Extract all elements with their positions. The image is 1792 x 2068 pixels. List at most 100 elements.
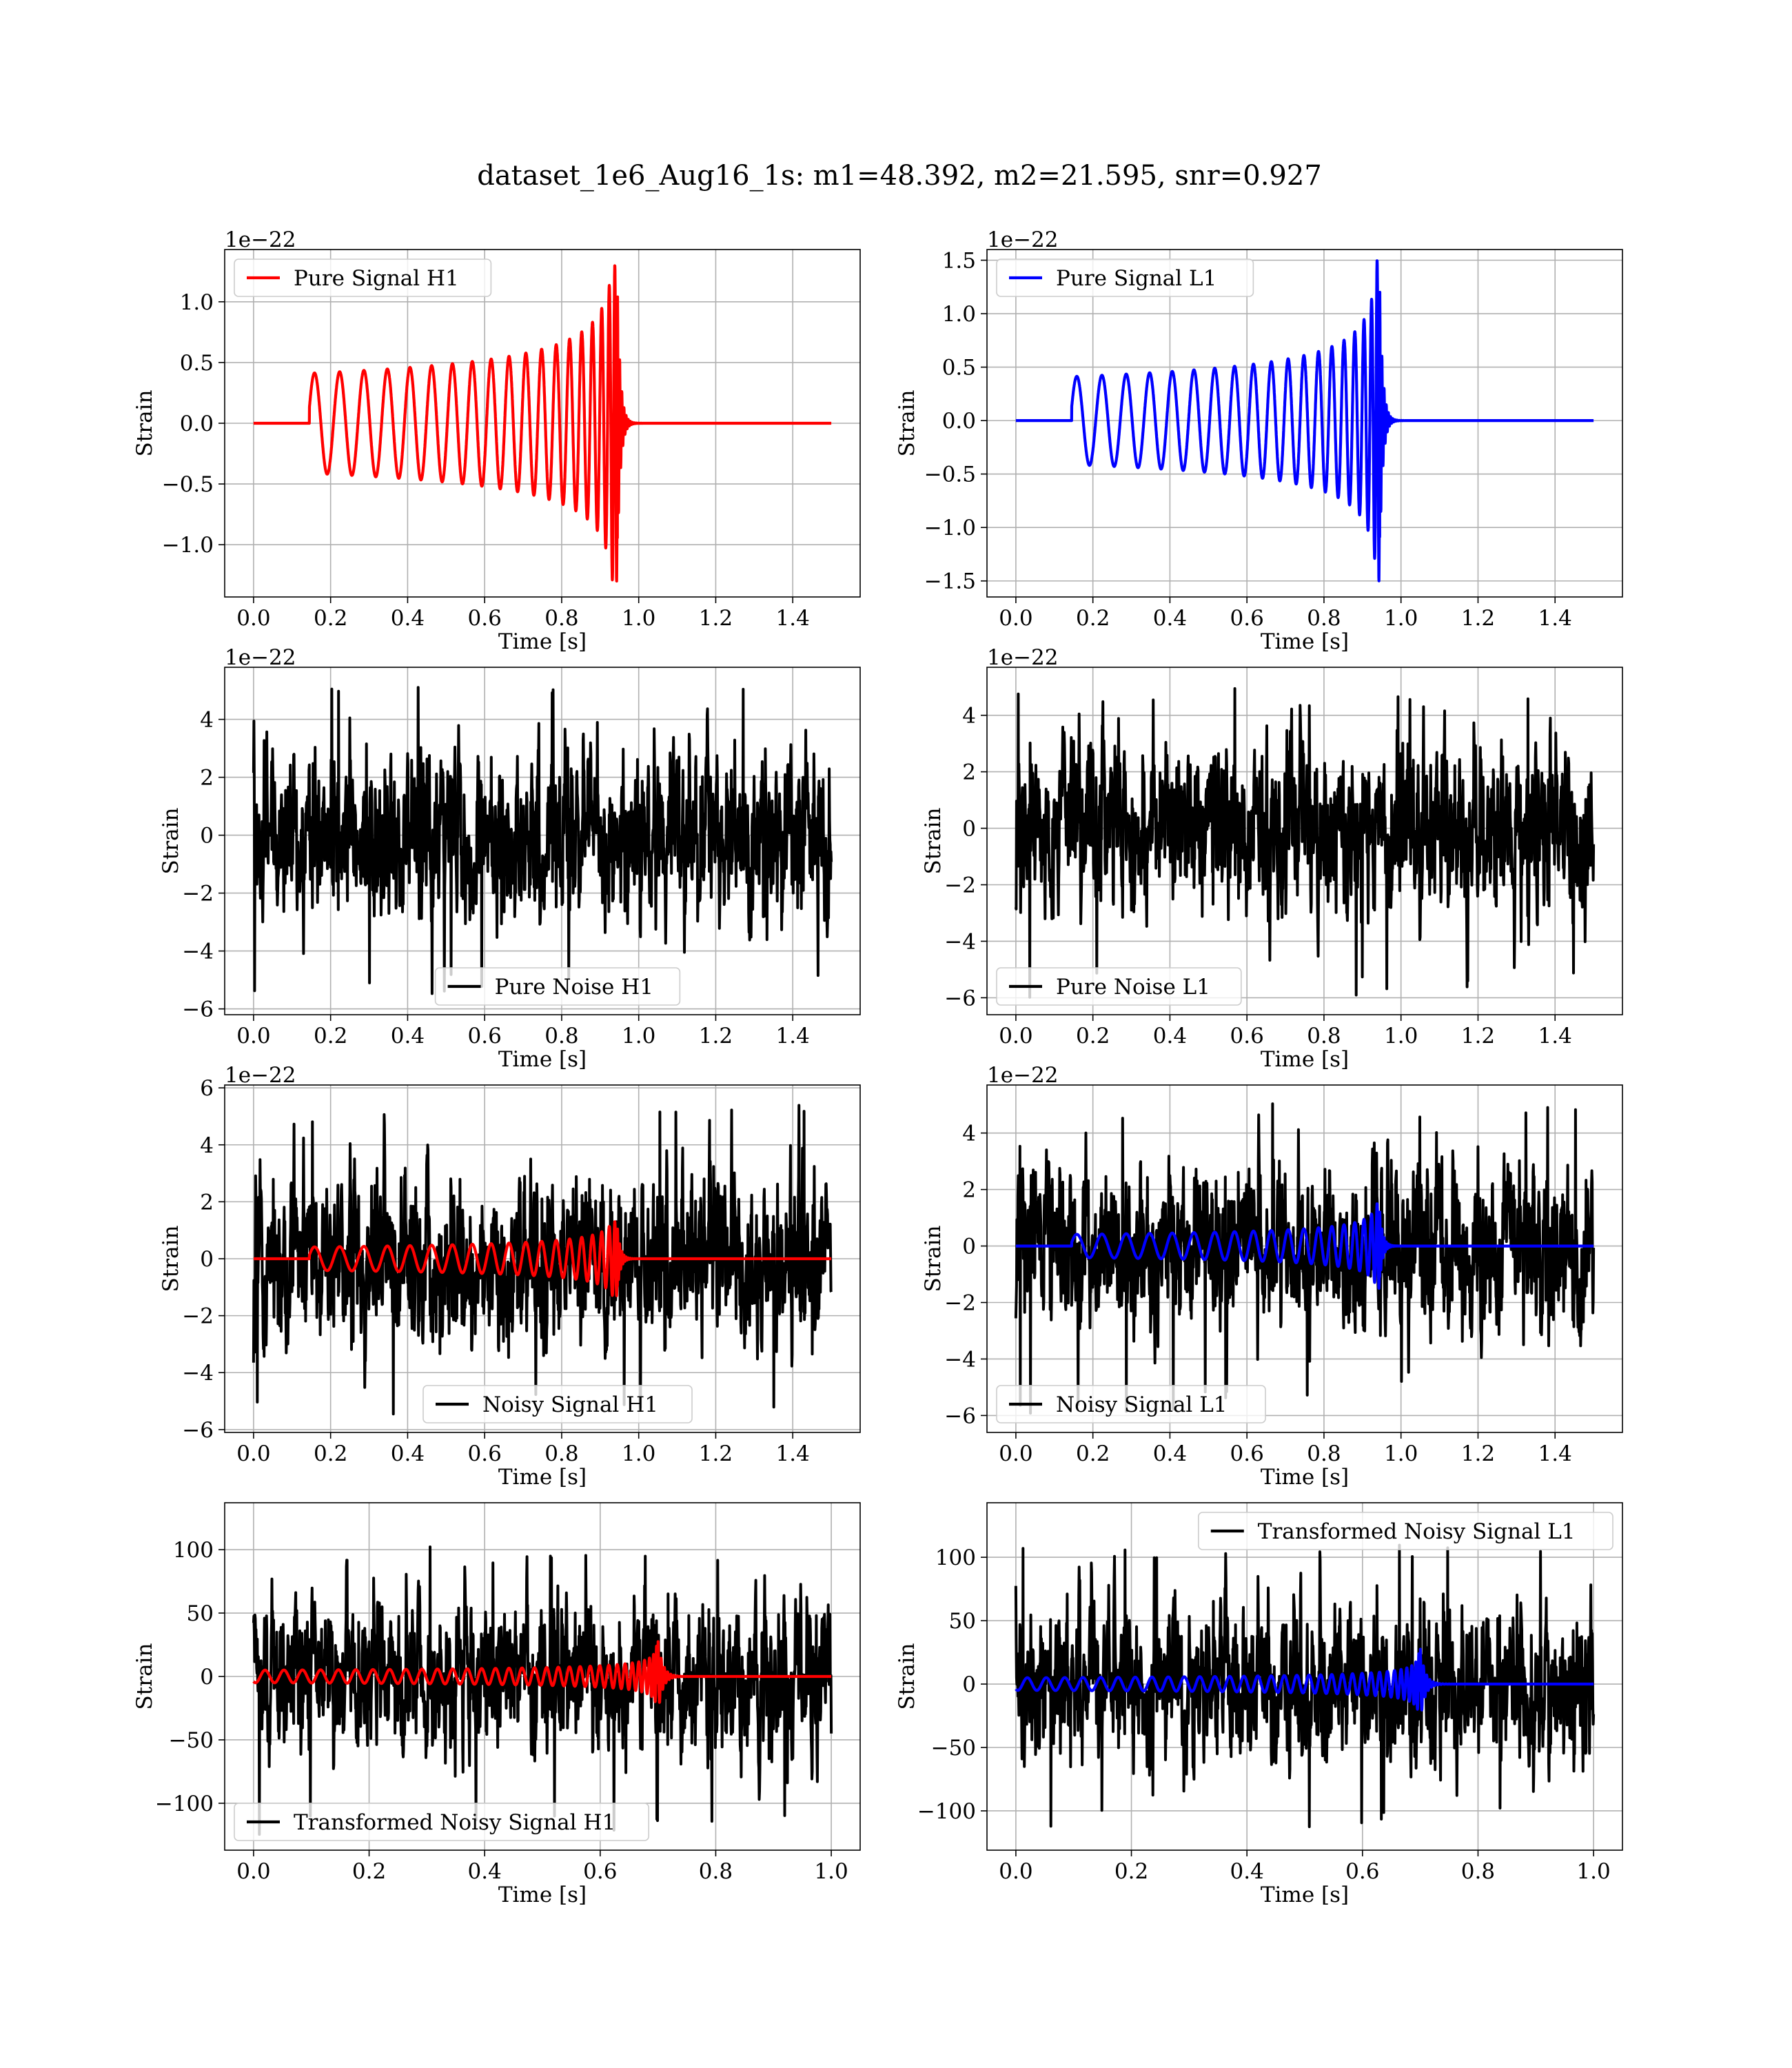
legend-box — [1198, 1512, 1613, 1550]
axes-frame — [986, 249, 1623, 598]
x-axis-label: Time [s] — [1261, 629, 1349, 654]
x-tick-label: 0.0 — [999, 1441, 1032, 1466]
x-tick-label: 0.2 — [314, 1024, 347, 1048]
y-tick-label: −6 — [944, 986, 976, 1011]
legend-label: Pure Signal H1 — [294, 266, 459, 291]
x-tick-label: 1.0 — [622, 606, 655, 631]
y-tick-label: 0.0 — [180, 412, 214, 436]
y-tick-label: −50 — [931, 1736, 976, 1761]
x-tick-label: 1.2 — [699, 606, 733, 631]
series-line-l1-signal-overlay — [1015, 1648, 1595, 1712]
y-tick-label: −50 — [169, 1728, 214, 1753]
axes-frame — [986, 1084, 1623, 1433]
series-group — [1014, 1102, 1596, 1415]
subplots: 0.0 0.2 0.4 0.6 0.8 1.0 1.2 1.4 −1.0 −0.5 0.0 0.5 1.… — [132, 227, 1623, 1907]
x-tick-label: 1.4 — [1538, 1024, 1572, 1048]
x-tick-label: 0.8 — [1307, 1441, 1341, 1466]
x-tick-label: 0.4 — [391, 1441, 425, 1466]
x-tick-label: 0.6 — [468, 1441, 502, 1466]
x-tick-label: 0.6 — [468, 1024, 502, 1048]
y-tick-label: 2 — [200, 1190, 214, 1215]
legend-label: Transformed Noisy Signal H1 — [294, 1810, 615, 1835]
x-tick-label: 0.2 — [1076, 1024, 1110, 1048]
x-tick-label: 0.4 — [391, 606, 425, 631]
y-tick-label: 0 — [200, 824, 214, 849]
y-offset-label: 1e−22 — [987, 227, 1059, 252]
x-tick-label: 0.0 — [999, 1024, 1032, 1048]
x-tick-label: 0.8 — [544, 1024, 578, 1048]
series-line-pure-noise-h1 — [252, 686, 833, 995]
y-tick-label: 0 — [962, 1672, 976, 1697]
y-tick-label: −4 — [182, 940, 214, 964]
x-tick-label: 0.4 — [1153, 606, 1187, 631]
legend-label: Noisy Signal H1 — [482, 1392, 658, 1417]
x-tick-label: 0.0 — [236, 606, 270, 631]
x-tick-label: 1.2 — [1461, 1441, 1495, 1466]
y-tick-label: −100 — [917, 1799, 976, 1824]
x-axis-label: Time [s] — [1261, 1047, 1349, 1072]
x-tick-label: 1.2 — [1461, 1024, 1495, 1048]
x-tick-label: 0.8 — [1307, 606, 1341, 631]
y-tick-label: −2 — [182, 882, 214, 906]
x-tick-label: 1.2 — [699, 1441, 733, 1466]
legend-label: Pure Noise H1 — [495, 975, 653, 1000]
x-tick-label: 0.2 — [314, 606, 347, 631]
x-tick-label: 0.2 — [1076, 606, 1110, 631]
legend-label: Noisy Signal L1 — [1056, 1392, 1228, 1417]
x-tick-label: 0.2 — [314, 1441, 347, 1466]
x-tick-label: 1.4 — [1538, 1441, 1572, 1466]
y-tick-label: −4 — [182, 1361, 214, 1386]
y-offset-label: 1e−22 — [225, 227, 296, 252]
series-line-h1-signal-overlay — [252, 1220, 833, 1297]
y-tick-label: −2 — [944, 873, 976, 898]
x-tick-label: 1.4 — [1538, 606, 1572, 631]
x-tick-label: 0.8 — [699, 1859, 733, 1884]
legend-box — [234, 1803, 650, 1841]
x-tick-label: 0.8 — [544, 1441, 578, 1466]
y-tick-label: 50 — [187, 1601, 214, 1626]
y-tick-label: 0.0 — [942, 409, 976, 434]
legend: Pure Noise L1 — [996, 967, 1242, 1006]
y-tick-label: 100 — [935, 1545, 976, 1570]
y-tick-label: 4 — [200, 708, 214, 733]
x-tick-label: 0.6 — [1230, 1024, 1264, 1048]
x-tick-label: 0.0 — [999, 1859, 1032, 1884]
legend: Pure Signal L1 — [996, 258, 1254, 297]
y-axis-label: Strain — [921, 1226, 946, 1292]
x-tick-label: 0.2 — [352, 1859, 386, 1884]
x-tick-label: 0.6 — [1230, 1441, 1264, 1466]
y-tick-label: 50 — [949, 1609, 976, 1634]
y-tick-label: 4 — [962, 1122, 976, 1146]
y-tick-label: 2 — [962, 760, 976, 785]
legend-box — [996, 258, 1254, 297]
series-line-pure-signal-l1 — [1015, 259, 1595, 582]
legend-box — [234, 258, 492, 297]
legend-label: Pure Signal L1 — [1056, 266, 1216, 291]
y-axis-label: Strain — [159, 1226, 183, 1292]
series-group — [252, 1104, 833, 1416]
subplot-pure-signal-l1: 0.0 0.2 0.4 0.6 0.8 1.0 1.2 1.4 −1.5 −1.0 −0.5 0.0 0… — [895, 227, 1623, 654]
y-tick-label: −2 — [182, 1304, 214, 1329]
y-tick-label: 4 — [962, 704, 976, 729]
subplot-pure-noise-h1: 0.0 0.2 0.4 0.6 0.8 1.0 1.2 1.4 −6 −4 −2 0 2 4 Time [s… — [159, 645, 861, 1072]
subplot-transformed-noisy-signal-h1: 0.0 0.2 0.4 0.6 0.8 1.0 −100 −50 0 50 100 Time [s] S… — [132, 1502, 861, 1907]
series-group — [252, 686, 833, 995]
axes-frame — [224, 667, 861, 1015]
legend-label: Pure Noise L1 — [1056, 975, 1210, 1000]
legend: Transformed Noisy Signal H1 — [234, 1803, 650, 1841]
y-tick-label: 4 — [200, 1133, 214, 1158]
x-tick-label: 1.0 — [622, 1441, 655, 1466]
y-tick-label: −6 — [182, 997, 214, 1022]
legend: Pure Noise H1 — [434, 967, 681, 1006]
x-tick-label: 0.8 — [1307, 1024, 1341, 1048]
y-tick-label: 0 — [200, 1665, 214, 1690]
y-tick-label: −1.0 — [924, 516, 976, 540]
series-line-transformed-noisy-signal-h1 — [252, 1545, 833, 1836]
x-tick-label: 0.0 — [999, 606, 1032, 631]
x-tick-label: 0.8 — [544, 606, 578, 631]
x-axis-label: Time [s] — [498, 1047, 587, 1072]
subplot-noisy-signal-l1: 0.0 0.2 0.4 0.6 0.8 1.0 1.2 1.4 −6 −4 −2 0 2 4 Time [s… — [921, 1063, 1623, 1490]
y-axis-label: Strain — [159, 808, 183, 875]
y-offset-label: 1e−22 — [987, 1063, 1059, 1088]
